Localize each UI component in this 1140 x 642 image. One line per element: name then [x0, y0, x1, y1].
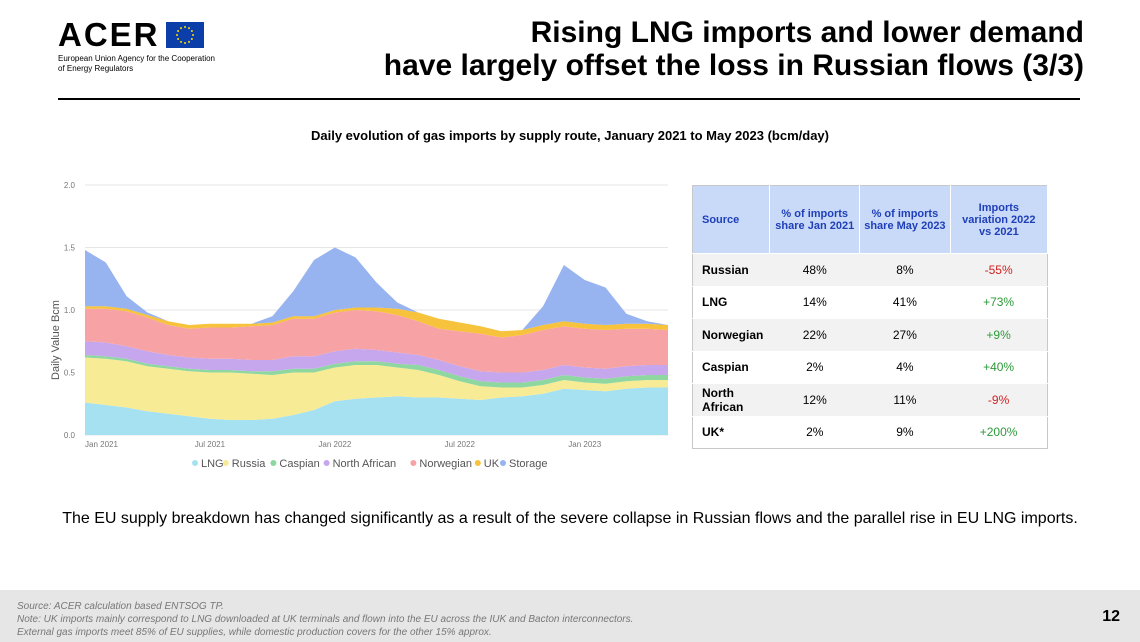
legend-swatch	[410, 460, 417, 466]
cell-source: Caspian	[692, 350, 770, 384]
logo-subtitle: European Union Agency for the Cooperatio…	[58, 54, 215, 73]
cell-variation: -55%	[950, 253, 1048, 286]
cell-variation: +40%	[950, 350, 1048, 384]
legend-item: Norwegian	[410, 458, 472, 470]
legend-item: UK	[474, 458, 500, 470]
cell-may2023: 27%	[859, 318, 951, 351]
y-axis: 0.0 0.5 1.0 1.5 2.0	[64, 181, 76, 440]
eu-flag-icon	[165, 22, 204, 48]
legend-label: UK	[484, 458, 500, 470]
legend-item: Storage	[500, 458, 548, 470]
cell-jan2021: 22%	[769, 318, 860, 351]
cell-jan2021: 2%	[769, 415, 860, 449]
cell-variation: +9%	[950, 318, 1048, 351]
table-row: Norwegian 22% 27% +9%	[692, 318, 1048, 351]
x-axis: Jan 2021 Jul 2021 Jan 2022 Jul 2022 Jan 2023	[85, 440, 602, 449]
y-tick-label: 2.0	[64, 181, 76, 190]
cell-may2023: 8%	[859, 253, 951, 286]
table-row: UK* 2% 9% +200%	[692, 415, 1048, 449]
cell-source: LNG	[692, 285, 770, 319]
area-north-african	[85, 341, 668, 383]
cell-may2023: 9%	[859, 415, 951, 449]
y-tick-label: 0.5	[64, 369, 76, 378]
slide-title: Rising LNG imports and lower demand have…	[383, 16, 1084, 82]
chart-legend: LNG Russia Caspian North African Norwegian UK…	[192, 458, 548, 470]
cell-source: Russian	[692, 253, 770, 286]
legend-swatch	[323, 460, 330, 466]
legend-label: Caspian	[279, 458, 319, 470]
cell-may2023: 41%	[859, 285, 951, 319]
supply-note: External gas imports meet 85% of EU supp…	[17, 627, 492, 638]
cell-jan2021: 2%	[769, 350, 860, 384]
legend-label: North African	[333, 458, 397, 470]
cell-variation: -9%	[950, 383, 1048, 416]
table-row: LNG 14% 41% +73%	[692, 285, 1048, 319]
cell-jan2021: 12%	[769, 383, 860, 416]
area-lng	[85, 387, 668, 435]
x-tick-label: Jan 2023	[568, 440, 601, 449]
table-row: Caspian 2% 4% +40%	[692, 350, 1048, 384]
area-storage	[85, 247, 668, 332]
cell-may2023: 11%	[859, 383, 951, 416]
cell-variation: +200%	[950, 415, 1048, 449]
legend-label: Russia	[232, 458, 267, 470]
source-note: Source: ACER calculation based ENTSOG TP…	[17, 601, 224, 612]
cell-variation: +73%	[950, 285, 1048, 319]
acer-logo: ACER European Union Agency for the Coope…	[58, 18, 238, 74]
table-row: Russian 48% 8% -55%	[692, 253, 1048, 286]
header-jan2021: % of imports share Jan 2021	[769, 185, 861, 254]
cell-jan2021: 14%	[769, 285, 860, 319]
table-header-row: Source % of imports share Jan 2021 % of …	[692, 185, 1049, 254]
header-may2023: % of imports share May 2023	[859, 185, 951, 254]
x-tick-label: Jul 2022	[445, 440, 476, 449]
legend-item: North African	[323, 458, 397, 470]
legend-swatch	[500, 460, 506, 466]
legend-label: Storage	[509, 458, 548, 470]
cell-source: North African	[692, 383, 770, 416]
footer-notes: Source: ACER calculation based ENTSOG TP…	[17, 600, 633, 639]
y-axis-label: Daily Value Bcm	[50, 300, 62, 380]
x-tick-label: Jul 2021	[195, 440, 226, 449]
legend-swatch	[222, 460, 229, 466]
legend-swatch	[474, 460, 481, 466]
area-russia	[85, 357, 668, 420]
x-tick-label: Jan 2022	[318, 440, 351, 449]
cell-source: UK*	[692, 415, 770, 449]
legend-swatch	[192, 460, 198, 466]
summary-text: The EU supply breakdown has changed sign…	[62, 510, 1078, 527]
logo-text: ACER	[58, 16, 160, 53]
cell-jan2021: 48%	[769, 253, 860, 286]
y-tick-label: 0.0	[64, 431, 76, 440]
header-source: Source	[692, 185, 771, 254]
title-divider	[58, 98, 1080, 100]
chart-areas	[85, 247, 668, 435]
legend-swatch	[270, 460, 277, 466]
chart-title: Daily evolution of gas imports by supply…	[311, 128, 829, 143]
x-tick-label: Jan 2021	[85, 440, 118, 449]
legend-item: Russia	[222, 458, 267, 470]
area-caspian	[85, 355, 668, 388]
legend-item: LNG	[192, 458, 224, 470]
y-tick-label: 1.5	[64, 244, 76, 253]
cell-source: Norwegian	[692, 318, 770, 351]
cell-may2023: 4%	[859, 350, 951, 384]
uk-note: Note: UK imports mainly correspond to LN…	[17, 614, 634, 625]
stacked-area-chart: 0.0 0.5 1.0 1.5 2.0 Jan 2021 Jul 2021 Jan 2022…	[50, 181, 668, 470]
area-norwegian	[85, 308, 668, 373]
footer: Source: ACER calculation based ENTSOG TP…	[0, 590, 1140, 642]
page-number: 12	[1102, 608, 1120, 625]
y-tick-label: 1.0	[64, 306, 76, 315]
header-variation: Imports variation 2022 vs 2021	[950, 185, 1049, 254]
table-row: North African 12% 11% -9%	[692, 383, 1048, 416]
legend-label: Norwegian	[419, 458, 472, 470]
imports-table: Source % of imports share Jan 2021 % of …	[692, 185, 1049, 449]
legend-label: LNG	[201, 458, 224, 470]
legend-item: Caspian	[270, 458, 320, 470]
